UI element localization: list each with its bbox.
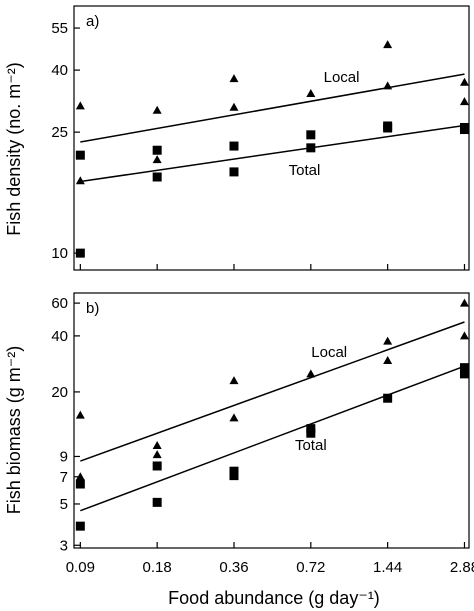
point-local — [152, 105, 162, 114]
y-axis-title: Fish biomass (g m⁻²) — [4, 346, 24, 515]
y-tick-label: 3 — [60, 537, 68, 554]
point-local — [75, 472, 85, 481]
point-total — [306, 143, 316, 153]
panel-label: b) — [86, 300, 99, 317]
x-tick-label: 0.36 — [219, 559, 248, 576]
point-local — [383, 356, 393, 365]
plot-frame — [73, 5, 470, 271]
point-local — [152, 450, 162, 459]
point-total — [383, 393, 393, 403]
point-local — [459, 77, 469, 86]
fit-line-local — [80, 321, 465, 462]
point-local — [459, 298, 469, 307]
y-tick-label: 7 — [60, 469, 68, 486]
y-tick-label: 60 — [51, 295, 68, 312]
point-local — [229, 376, 239, 385]
fit-line-total — [80, 124, 465, 183]
panel-b: b) 0.09 0.18 0.36 0.72 1.44 2.88 3 5 7 9 20 40 60 Fish… — [4, 292, 474, 576]
point-total — [229, 141, 239, 151]
point-total — [229, 471, 239, 481]
y-tick-label: 20 — [51, 384, 68, 401]
x-tick-label: 2.88 — [450, 559, 474, 576]
point-local — [229, 74, 239, 83]
point-local — [459, 331, 469, 340]
point-total — [229, 167, 239, 177]
y-tick-label: 5 — [60, 496, 68, 513]
point-local — [75, 176, 85, 185]
point-total — [152, 145, 162, 155]
x-tick-label: 0.72 — [296, 559, 325, 576]
point-total — [306, 428, 316, 438]
point-local — [152, 441, 162, 450]
point-total — [152, 172, 162, 182]
y-axis-title: Fish density (no. m⁻²) — [4, 62, 24, 236]
point-total — [383, 123, 393, 133]
point-total — [75, 479, 85, 489]
point-total — [75, 248, 85, 258]
point-local — [75, 410, 85, 419]
point-local — [75, 101, 85, 110]
point-local — [152, 155, 162, 164]
point-local — [383, 336, 393, 345]
y-tick-label: 40 — [51, 62, 68, 79]
point-total — [459, 369, 469, 379]
point-total — [306, 424, 316, 434]
x-tick-label: 0.09 — [66, 559, 95, 576]
point-total — [459, 363, 469, 373]
series-label-total: Total — [295, 437, 327, 454]
point-local — [383, 40, 393, 49]
panel-a: a) 10 25 40 55 Fish density (no. m⁻²) Local Tot… — [4, 5, 470, 271]
point-total — [306, 130, 316, 140]
point-total — [459, 125, 469, 135]
point-local — [459, 97, 469, 106]
y-tick-label: 9 — [60, 448, 68, 465]
point-total — [75, 150, 85, 160]
point-local — [229, 413, 239, 422]
y-tick-label: 40 — [51, 328, 68, 345]
x-tick-label: 0.18 — [143, 559, 172, 576]
point-total — [75, 521, 85, 531]
y-tick-label: 10 — [51, 245, 68, 262]
fit-line-local — [80, 73, 465, 143]
series-label-total: Total — [289, 162, 321, 179]
x-tick-label: 1.44 — [373, 559, 402, 576]
series-label-local: Local — [324, 69, 360, 86]
fit-line-total — [80, 365, 465, 512]
x-axis-title: Food abundance (g day⁻¹) — [168, 588, 380, 608]
y-tick-label: 55 — [51, 20, 68, 37]
point-total — [152, 497, 162, 507]
panel-label: a) — [86, 13, 99, 30]
y-tick-label: 25 — [51, 124, 68, 141]
point-local — [306, 369, 316, 378]
series-label-local: Local — [311, 344, 347, 361]
plot-frame — [73, 292, 470, 549]
point-local — [383, 81, 393, 90]
point-local — [306, 89, 316, 98]
point-local — [229, 102, 239, 111]
point-total — [152, 461, 162, 471]
